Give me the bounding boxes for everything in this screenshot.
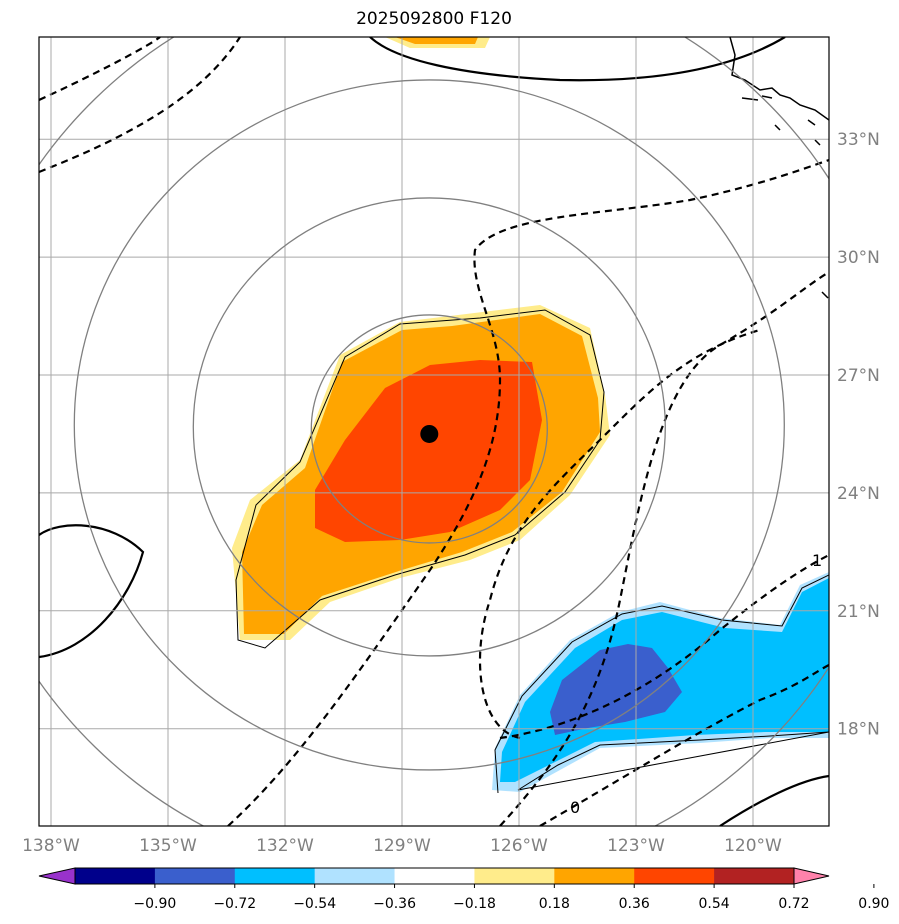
map-frame [38,36,830,827]
colorbar-tick-label: 0.36 [619,896,650,912]
colorbar-frame [74,867,795,885]
dashed-contour-7 [539,664,829,826]
colorbar-tick-labels: −0.90 −0.72 −0.54 −0.36 −0.18 0.18 0.36 0.54 0.7… [133,884,889,912]
contour-label-1: 1 [812,551,822,570]
lon-label: 135°W [139,836,197,856]
negative-anomaly-strong [550,644,682,735]
lon-label: 132°W [256,836,314,856]
lon-label: 138°W [22,836,80,856]
colorbar-tick-label: 0.72 [778,896,809,912]
colorbar-segment [714,868,795,884]
colorbar-tick-label: 0.18 [539,896,570,912]
colorbar-segment [634,868,715,884]
lat-label: 30°N [837,248,880,268]
colorbar-segment [474,868,555,884]
longitude-labels: 138°W 135°W 132°W 129°W 126°W 123°W 120°W [22,836,782,856]
lon-label: 120°W [724,836,782,856]
dashed-contour-1 [39,37,161,101]
distance-ring-2 [192,197,666,657]
dashed-contour-4 [499,271,829,826]
colorbar-segment [234,868,316,884]
dashed-contour-5 [478,328,761,740]
negative-anomaly-outline [494,574,829,794]
lat-label: 27°N [837,366,880,386]
positive-anomaly-top-inner [395,37,478,44]
map-plot-area: 1 0 [39,37,829,826]
colorbar-segment [314,868,396,884]
colorbar-segment [394,868,475,884]
dashed-contour-2 [39,37,241,174]
solid-contour-north [369,37,786,82]
lon-label: 129°W [373,836,431,856]
distance-rings [39,37,829,826]
lon-label: 126°W [490,836,548,856]
colorbar-tick-label: −0.72 [213,896,256,912]
graticule [39,37,829,826]
colorbar-segment [554,868,635,884]
latitude-labels: 33°N 30°N 27°N 24°N 21°N 18°N [837,130,880,740]
map-title: 2025092800 F120 [356,9,512,29]
colorbar-tick-label: −0.36 [373,896,416,912]
colorbar-tick-label: 0.54 [699,896,730,912]
colorbar-tick-label: −0.90 [133,896,176,912]
positive-anomaly-strong [315,360,542,542]
dashed-contour-3 [227,158,829,826]
colorbar-tick-label: −0.18 [453,896,496,912]
colorbar-extend-high [793,867,830,885]
distance-ring-3 [73,79,785,771]
lon-label: 123°W [607,836,665,856]
colorbar-segment [75,868,156,884]
solid-contour-southeast [719,774,829,826]
solid-contour-west [39,524,145,659]
storm-center-marker [420,424,439,443]
contour-label-0: 0 [570,798,580,817]
colorbar-segment [154,868,236,884]
colorbar-tick-label: −0.54 [293,896,336,912]
lat-label: 21°N [837,602,880,622]
lat-label: 33°N [837,130,880,150]
distance-ring-1 [310,314,548,544]
colorbar-tick-label: 0.90 [858,896,889,912]
coastline [729,37,829,121]
lat-label: 18°N [837,720,880,740]
colorbar-extend-low [38,867,76,885]
colorbar [38,867,830,885]
coastline-islands [741,95,829,299]
lat-label: 24°N [837,484,880,504]
